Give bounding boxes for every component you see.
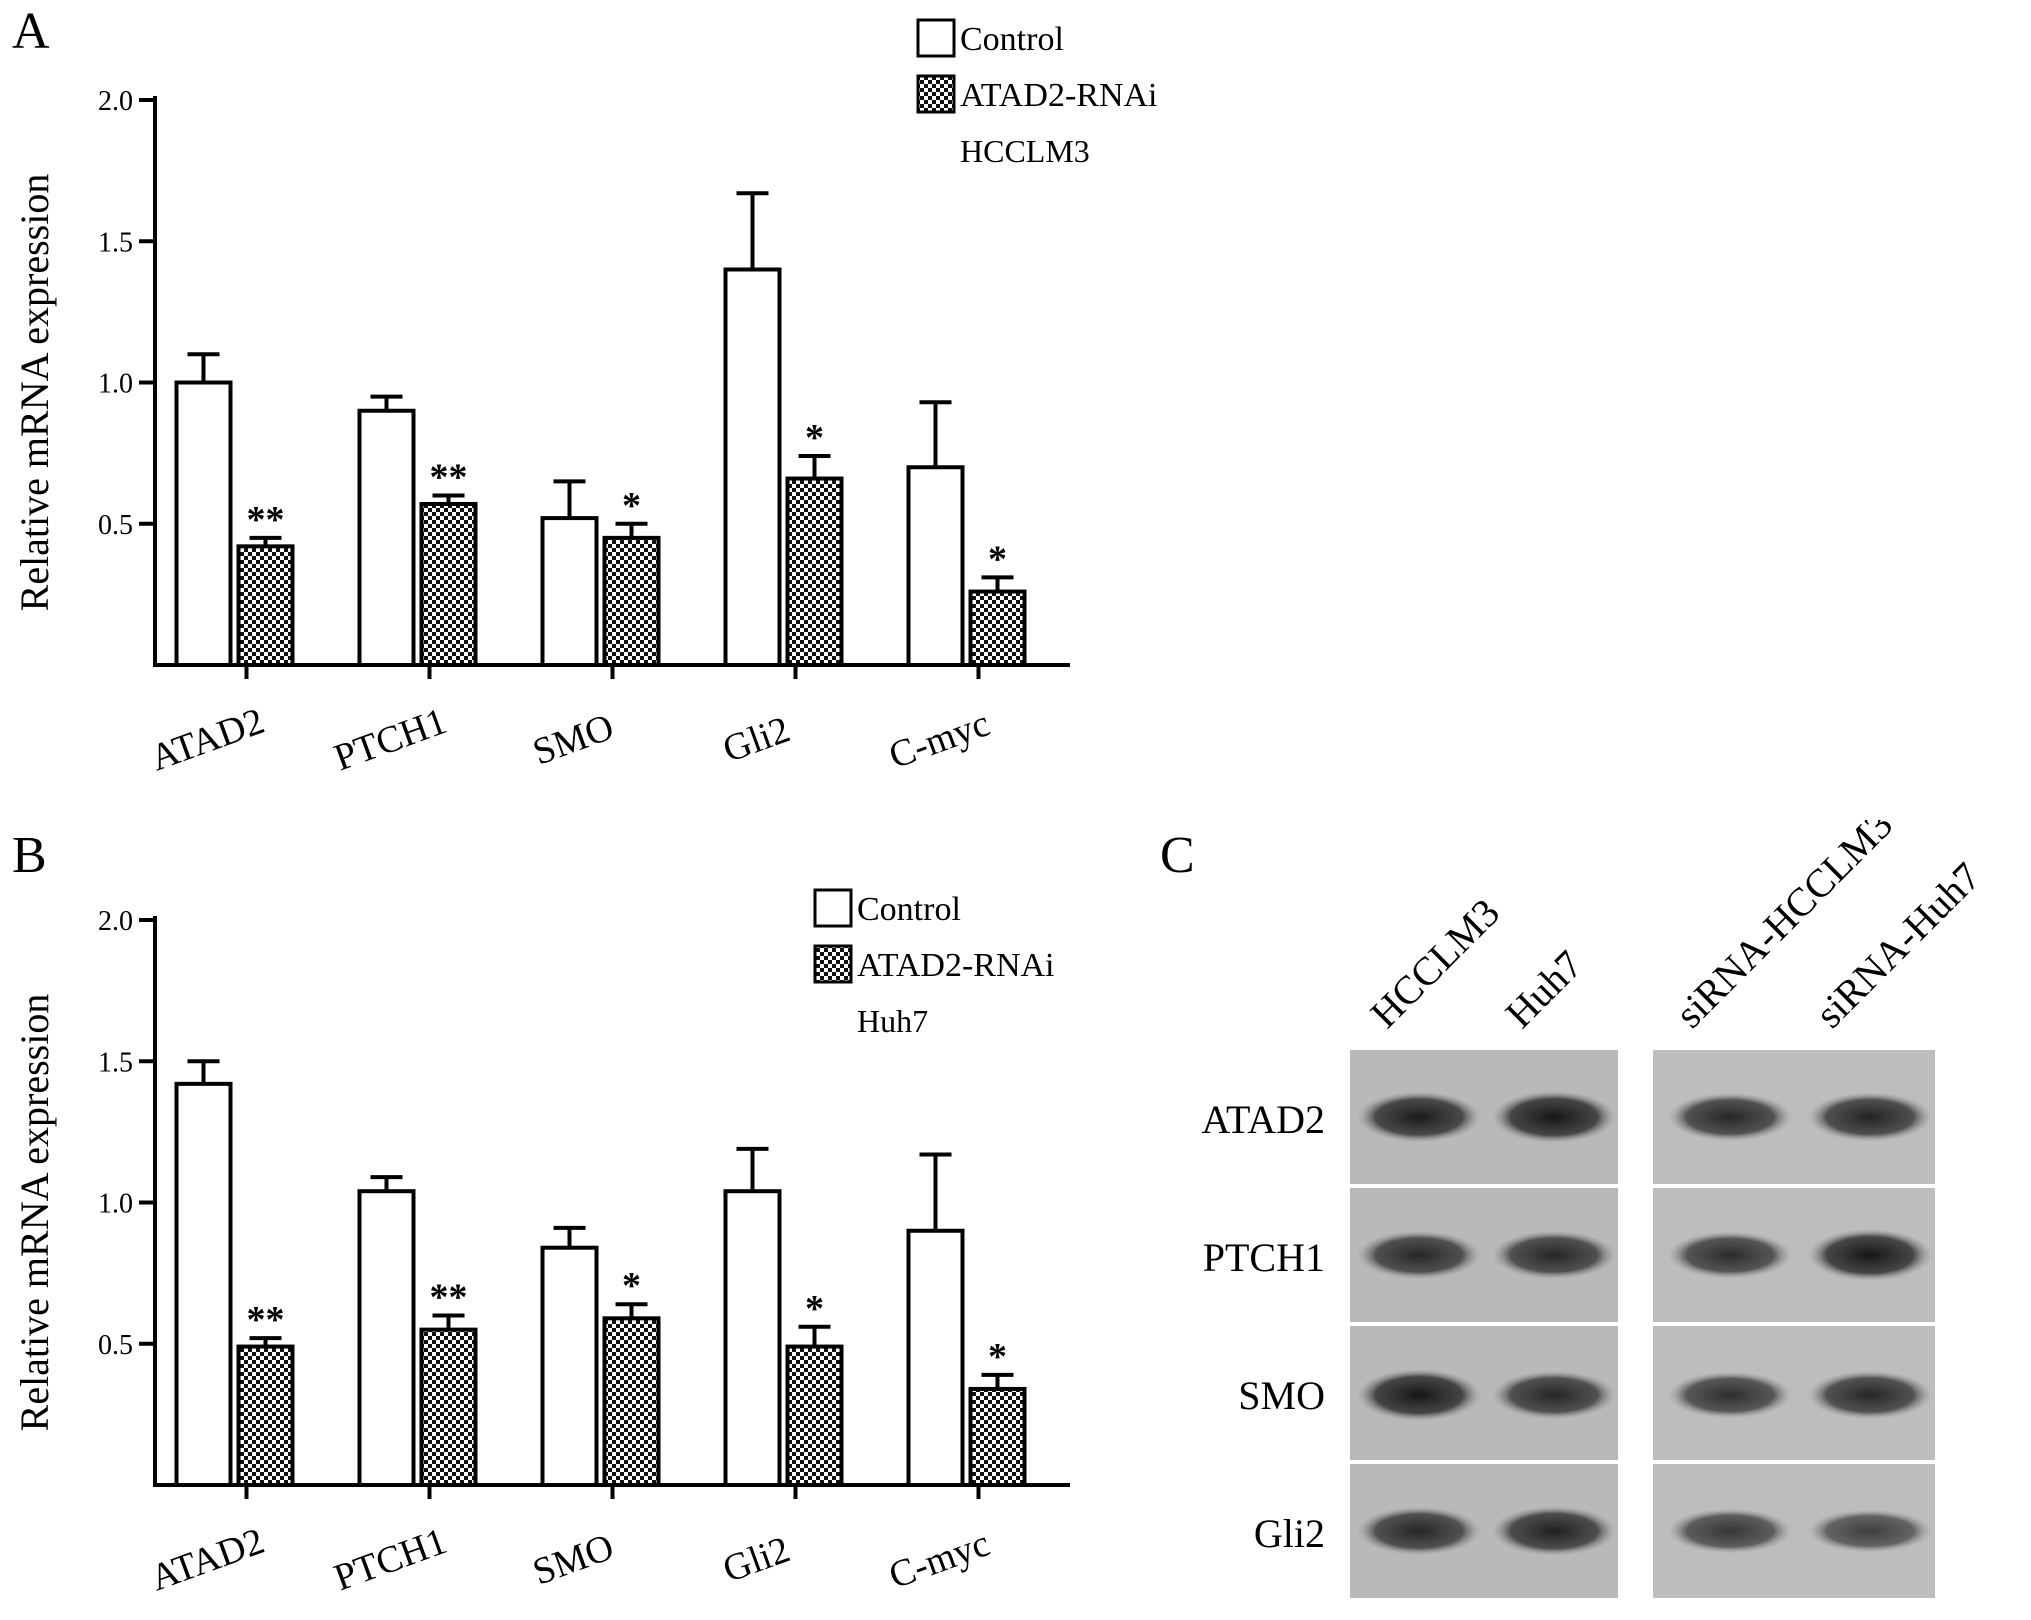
significance-mark: ** (430, 1277, 468, 1319)
blot-band (1808, 1509, 1932, 1553)
significance-mark: * (622, 1265, 641, 1307)
legend-label: Control (857, 891, 961, 928)
blot-row-label: SMO (1238, 1373, 1325, 1418)
blot-band (1808, 1229, 1932, 1281)
x-tick-label: C-myc (884, 702, 996, 777)
bar-rnai (785, 476, 844, 667)
blot-band (1357, 1369, 1481, 1421)
x-tick-label: PTCH1 (329, 1520, 453, 1599)
blot-band (1668, 1231, 1792, 1279)
significance-mark: ** (247, 1299, 285, 1341)
y-tick-label: 2.0 (98, 906, 133, 937)
bar-rnai (236, 544, 295, 667)
x-tick-label: Gli2 (717, 1528, 795, 1591)
bar-rnai (419, 1327, 478, 1487)
legend-swatch (916, 74, 956, 114)
legend-label: Control (960, 21, 1064, 58)
bar-rnai (236, 1344, 295, 1488)
y-tick-label: 1.0 (98, 1189, 133, 1220)
legend-label: ATAD2-RNAi (960, 77, 1158, 114)
y-tick-label: 0.5 (98, 510, 133, 541)
lane-label: Huh7 (1497, 942, 1592, 1037)
x-tick-label: ATAD2 (145, 1520, 270, 1600)
blot-band (1357, 1506, 1481, 1556)
blot-band (1492, 1370, 1616, 1420)
panel-label-b: B (12, 827, 47, 884)
blot-band (1668, 1092, 1792, 1142)
blot-band (1357, 1230, 1481, 1280)
significance-mark: * (988, 1336, 1007, 1378)
y-axis-label: Relative mRNA expression (12, 174, 57, 612)
significance-mark: ** (247, 499, 285, 541)
legend-swatch (813, 888, 853, 928)
bar-rnai (968, 1386, 1027, 1488)
x-tick-label: SMO (528, 706, 620, 774)
blot-band (1668, 1371, 1792, 1419)
legend-subtitle: Huh7 (857, 1003, 928, 1039)
y-tick-label: 0.5 (98, 1330, 133, 1361)
bar-control (906, 465, 965, 667)
y-tick-label: 2.0 (98, 86, 133, 117)
blot-band (1492, 1506, 1616, 1556)
bar-chart-huh7: 0.5 1.0 1.5 2.0 Relative mRNA expression ATAD… (12, 888, 1070, 1600)
bar-rnai (602, 535, 661, 667)
x-tick-label: Gli2 (717, 708, 795, 771)
blot-row-label: PTCH1 (1203, 1235, 1325, 1280)
significance-mark: * (805, 1288, 824, 1330)
panel-label-c: C (1160, 827, 1195, 884)
blot-band (1808, 1092, 1932, 1142)
blot-row-label: ATAD2 (1202, 1097, 1325, 1142)
y-tick-label: 1.0 (98, 369, 133, 400)
y-tick-label: 1.5 (98, 227, 133, 258)
bar-control (906, 1228, 965, 1487)
blot-band (1808, 1370, 1932, 1420)
bar-rnai (785, 1344, 844, 1488)
blot-band (1492, 1091, 1616, 1143)
bar-rnai (602, 1316, 661, 1488)
bar-control (540, 516, 599, 667)
y-tick-label: 1.5 (98, 1047, 133, 1078)
legend-swatch (916, 18, 956, 58)
significance-mark: * (805, 417, 824, 459)
bar-control (174, 380, 233, 667)
bar-control (174, 1081, 233, 1487)
lane-label: HCCLM3 (1362, 890, 1509, 1037)
bar-rnai (419, 501, 478, 667)
significance-mark: * (622, 485, 641, 527)
x-tick-label: PTCH1 (329, 700, 453, 779)
x-tick-label: C-myc (884, 1522, 996, 1597)
bar-chart-hcclm3: 0.5 1.0 1.5 2.0 Relative mRNA expression ATAD… (12, 18, 1158, 780)
blot-band (1492, 1230, 1616, 1280)
legend-subtitle: HCCLM3 (960, 133, 1090, 169)
bar-rnai (968, 589, 1027, 667)
panel-label-a: A (12, 3, 50, 60)
legend-label: ATAD2-RNAi (857, 947, 1055, 984)
legend-swatch (813, 944, 853, 984)
x-tick-label: ATAD2 (145, 700, 270, 780)
bar-control (723, 267, 782, 667)
blot-band (1668, 1508, 1792, 1554)
significance-mark: * (988, 538, 1007, 580)
significance-mark: ** (430, 457, 468, 499)
bar-control (723, 1189, 782, 1487)
bar-control (540, 1245, 599, 1488)
x-tick-label: SMO (528, 1526, 620, 1594)
blot-band (1357, 1091, 1481, 1143)
bar-control (357, 1189, 416, 1487)
blot-row-label: Gli2 (1254, 1511, 1325, 1556)
y-axis-label: Relative mRNA expression (12, 994, 57, 1432)
bar-control (357, 408, 416, 667)
